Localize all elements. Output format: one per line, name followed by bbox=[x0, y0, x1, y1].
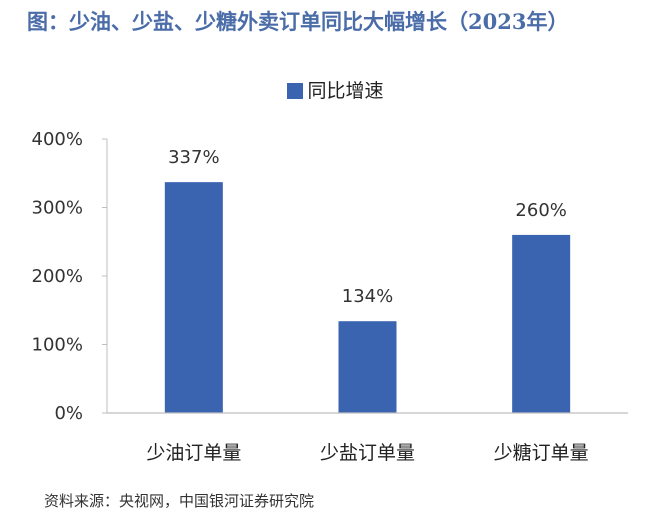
legend-label: 同比增速 bbox=[307, 80, 384, 102]
y-tick-label: 200% bbox=[32, 266, 83, 287]
x-tick-label: 少盐订单量 bbox=[320, 442, 415, 464]
y-tick-label: 300% bbox=[32, 198, 83, 219]
data-label: 260% bbox=[515, 200, 566, 221]
legend: 同比增速 bbox=[0, 76, 671, 103]
figure-title: 图：少油、少盐、少糖外卖订单同比大幅增长（2023年） bbox=[27, 9, 569, 34]
bar bbox=[512, 234, 571, 413]
y-tick-label: 0% bbox=[54, 403, 83, 424]
data-label: 337% bbox=[168, 147, 219, 168]
data-label: 134% bbox=[342, 286, 393, 307]
source-note: 资料来源：央视网，中国银河证券研究院 bbox=[44, 492, 315, 510]
y-tick-label: 400% bbox=[32, 129, 83, 150]
legend-swatch bbox=[287, 83, 304, 99]
x-tick-label: 少糖订单量 bbox=[494, 442, 589, 464]
x-tick-label: 少油订单量 bbox=[146, 442, 241, 464]
y-tick-label: 100% bbox=[32, 335, 83, 356]
bar bbox=[338, 321, 397, 413]
bar bbox=[164, 182, 223, 413]
